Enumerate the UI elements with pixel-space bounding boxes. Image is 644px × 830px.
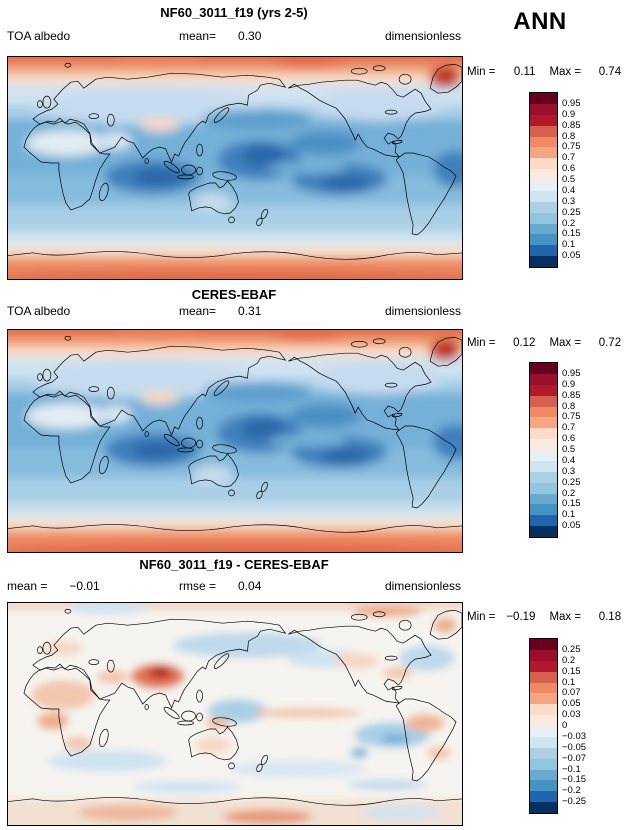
variable-label: TOA albedo: [7, 304, 71, 318]
max-value: 0.74: [598, 66, 622, 78]
contour-fill-layer: [8, 330, 462, 552]
map-observations-svg: [8, 330, 462, 552]
map-model: [7, 56, 463, 280]
units-label: dimensionless: [384, 29, 461, 43]
map-observations: [7, 329, 463, 553]
map-model-svg: [8, 57, 462, 279]
mean-label: mean=: [179, 29, 217, 43]
max-label: Max =: [549, 66, 582, 78]
map-difference: [7, 602, 463, 826]
panel-header-observations: TOA albedo mean= 0.31 dimensionless: [7, 304, 461, 319]
max-value: 0.72: [598, 337, 622, 349]
mean-label: mean =: [7, 579, 48, 593]
variable-label: TOA albedo: [7, 29, 71, 43]
colorbar-swatches: [529, 638, 558, 814]
min-label: Min =: [467, 337, 496, 349]
rmse-value: 0.04: [238, 579, 262, 593]
map-difference-svg: [8, 603, 462, 825]
max-value: 0.18: [598, 611, 622, 623]
colorbar-model: 0.95 0.9 0.85 0.8 0.75 0.7 0.6 0.5 0.4 0.3 0.25 0.2…: [529, 92, 634, 270]
panel-header-difference: mean = −0.01 rmse = 0.04 dimensionless: [7, 579, 461, 594]
mean-label: mean=: [179, 304, 217, 318]
panel-header-model: TOA albedo mean= 0.30 dimensionless: [7, 29, 461, 44]
mean-value: −0.01: [69, 579, 100, 593]
season-label: ANN: [513, 8, 567, 35]
contour-fill-layer: [8, 603, 462, 825]
min-value: 0.12: [513, 337, 536, 349]
colorbar-tick-labels: 0.95 0.9 0.85 0.8 0.75 0.7 0.6 0.5 0.4 0.3 0.25 0.2…: [562, 97, 581, 262]
panel-title-difference: NF60_3011_f19 - CERES-EBAF: [139, 557, 329, 572]
minmax-row-observations: Min = 0.12 Max = 0.72: [467, 337, 641, 349]
minmax-row-difference: Min = −0.19 Max = 0.18: [467, 611, 641, 623]
panel-title-model: NF60_3011_f19 (yrs 2-5): [160, 5, 308, 20]
min-value: 0.11: [513, 66, 536, 78]
units-label: dimensionless: [384, 304, 461, 318]
colorbar-difference: 0.25 0.2 0.15 0.1 0.07 0.05 0.03 0 −0.03 −0.05 −0.…: [529, 638, 634, 816]
max-label: Max =: [549, 337, 582, 349]
min-label: Min =: [467, 611, 496, 623]
rmse-label: rmse =: [179, 579, 217, 593]
mean-value: 0.30: [238, 29, 262, 43]
contour-fill-layer: [8, 57, 462, 279]
minmax-row-model: Min = 0.11 Max = 0.74: [467, 66, 641, 78]
colorbar-swatches: [529, 362, 558, 538]
mean-value: 0.31: [238, 304, 262, 318]
min-value: −0.19: [506, 611, 536, 623]
colorbar-tick-labels: 0.95 0.9 0.85 0.8 0.75 0.7 0.6 0.5 0.4 0.3 0.25 0.2…: [562, 367, 581, 532]
max-label: Max =: [549, 611, 582, 623]
panel-title-observations: CERES-EBAF: [191, 287, 277, 302]
min-label: Min =: [467, 66, 496, 78]
units-label: dimensionless: [384, 579, 461, 593]
colorbar-swatches: [529, 92, 558, 268]
colorbar-observations: 0.95 0.9 0.85 0.8 0.75 0.7 0.6 0.5 0.4 0.3 0.25 0.2…: [529, 362, 634, 540]
colorbar-tick-labels: 0.25 0.2 0.15 0.1 0.07 0.05 0.03 0 −0.03 −0.05 −0.…: [562, 643, 587, 808]
